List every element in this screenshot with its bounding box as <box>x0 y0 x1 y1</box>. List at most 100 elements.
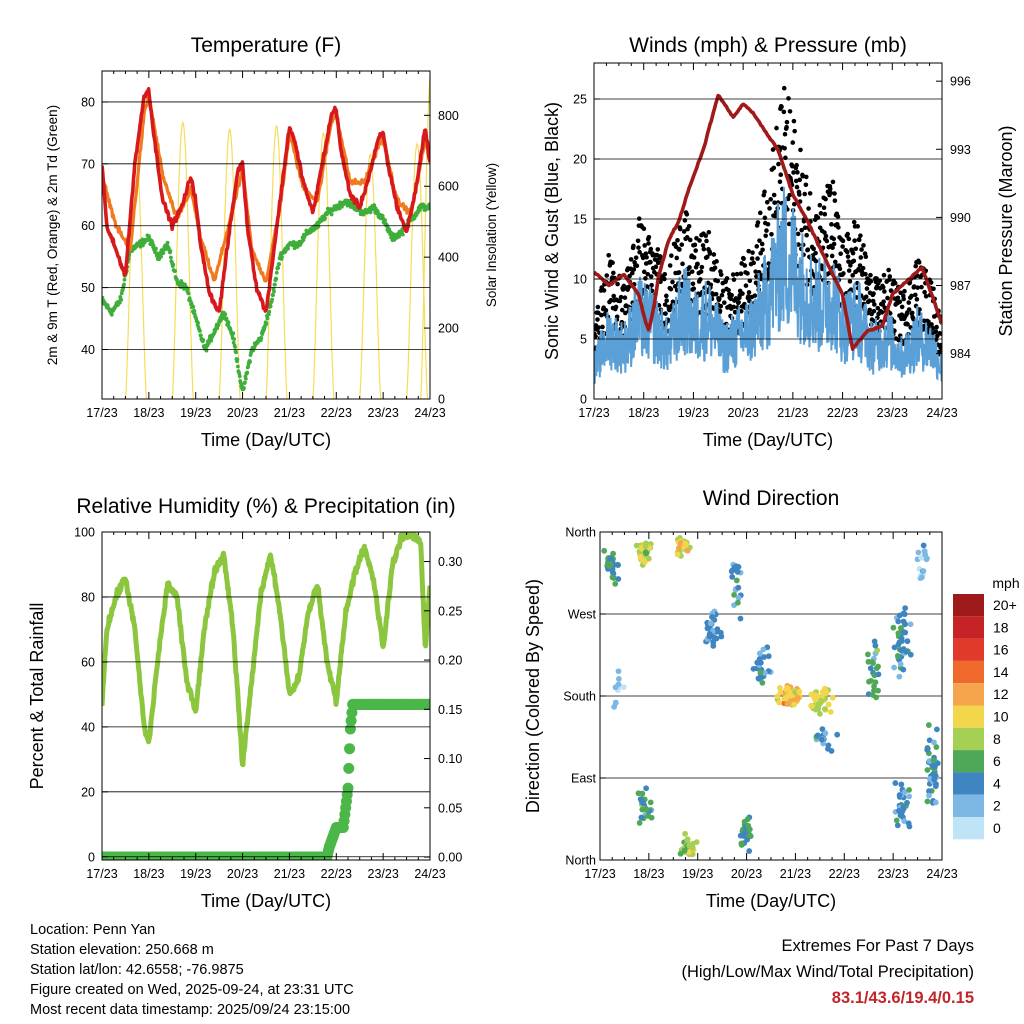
wind-direction-point <box>637 554 644 561</box>
x-tick-label: 17/23 <box>86 867 117 881</box>
gust-point <box>703 233 709 239</box>
y2-tick-label: 600 <box>438 180 459 194</box>
gust-point <box>763 233 768 239</box>
wind-direction-point <box>601 547 608 554</box>
x-axis-label: Time (Day/UTC) <box>706 891 836 911</box>
wind-direction-point <box>821 706 828 712</box>
dewpoint-point <box>400 232 405 237</box>
gust-point <box>611 293 617 299</box>
gust-point <box>643 251 649 256</box>
dewpoint-point <box>159 254 163 259</box>
dewpoint-point <box>245 370 250 375</box>
gust-point <box>599 312 604 318</box>
gust-point <box>799 227 804 233</box>
wind-direction-point <box>893 817 900 824</box>
gust-point <box>902 288 907 294</box>
gust-point <box>829 253 835 259</box>
y-tick-label: 20 <box>81 785 95 799</box>
wind-direction-point <box>924 745 931 752</box>
gust-point <box>922 289 927 295</box>
wind-direction-point <box>776 685 783 691</box>
dewpoint-point <box>265 316 270 321</box>
gust-point <box>823 196 828 202</box>
y2-tick-label: 990 <box>950 211 971 225</box>
wind-direction-point <box>934 760 941 767</box>
wind-direction-point <box>924 767 931 773</box>
wind-direction-point <box>761 654 767 660</box>
precipitation-point <box>342 782 354 794</box>
gust-point <box>933 329 939 334</box>
x-tick-label: 23/23 <box>877 406 908 420</box>
gust-point <box>822 211 828 217</box>
wind-direction-point <box>902 629 909 636</box>
gust-point <box>767 206 772 211</box>
y2-tick-label: 0.05 <box>438 801 462 815</box>
wind-direction-point <box>815 706 822 713</box>
gust-point <box>714 259 719 264</box>
gust-point <box>846 259 851 264</box>
gust-point <box>692 242 698 248</box>
gust-point <box>648 246 654 252</box>
gust-point <box>595 304 601 310</box>
legend-label: 4 <box>993 775 1001 791</box>
wind-direction-point <box>933 726 940 733</box>
wind-direction-point <box>872 642 879 649</box>
gust-point <box>668 286 674 292</box>
gust-point <box>704 238 709 244</box>
gust-point <box>722 300 727 305</box>
wind-direction-point <box>682 830 689 837</box>
wind-direction-point <box>926 737 933 744</box>
gust-point <box>802 191 808 197</box>
legend-swatch <box>953 705 984 728</box>
wind-direction-point <box>615 668 622 675</box>
wind-direction-point <box>648 814 655 821</box>
x-tick-label: 18/23 <box>133 867 164 881</box>
dewpoint-point <box>237 374 242 379</box>
y-tick-label: 70 <box>81 157 95 171</box>
gust-point <box>620 287 626 292</box>
dewpoint-point <box>280 255 284 259</box>
wind-direction-point <box>642 549 649 556</box>
gust-point <box>759 241 765 247</box>
wind-direction-point <box>867 665 874 672</box>
wind-direction-point <box>827 709 834 715</box>
y-axis-label: Sonic Wind & Gust (Blue, Black) <box>542 102 562 360</box>
wind-direction-point <box>829 694 836 701</box>
y2-tick-label: 996 <box>950 75 971 89</box>
gust-point <box>629 270 635 276</box>
dewpoint-point <box>316 224 321 229</box>
gust-point <box>911 284 917 289</box>
gust-point <box>731 304 736 310</box>
gust-point <box>817 202 823 208</box>
precipitation-point <box>343 762 355 774</box>
wind-direction-point <box>897 625 904 631</box>
gust-point <box>863 294 869 300</box>
gust-point <box>731 277 737 282</box>
chart-title: Temperature (F) <box>191 34 342 57</box>
gust-point <box>887 311 893 316</box>
wind-direction-point <box>760 646 767 653</box>
gust-point <box>886 267 891 273</box>
gust-point <box>637 249 642 255</box>
y-tick-label: 60 <box>81 219 95 233</box>
x-tick-label: 24/23 <box>926 406 957 420</box>
gust-point <box>633 255 639 260</box>
x-tick-label: 19/23 <box>180 867 211 881</box>
gust-point <box>764 199 770 205</box>
gust-point <box>600 324 605 330</box>
legend-label: 6 <box>993 753 1001 769</box>
gust-point <box>734 271 740 277</box>
x-tick-label: 20/23 <box>731 867 762 881</box>
wind-direction-point <box>895 618 902 625</box>
wind-direction-point <box>902 605 909 612</box>
gust-point <box>672 284 678 289</box>
gust-point <box>818 211 824 216</box>
dewpoint-point <box>286 246 290 251</box>
wind-direction-point <box>633 542 640 549</box>
gust-point <box>677 247 682 252</box>
wind-direction-point <box>735 594 742 601</box>
gust-point <box>615 281 620 287</box>
gust-point <box>844 249 850 255</box>
gust-point <box>848 263 853 268</box>
gust-point <box>655 247 661 252</box>
